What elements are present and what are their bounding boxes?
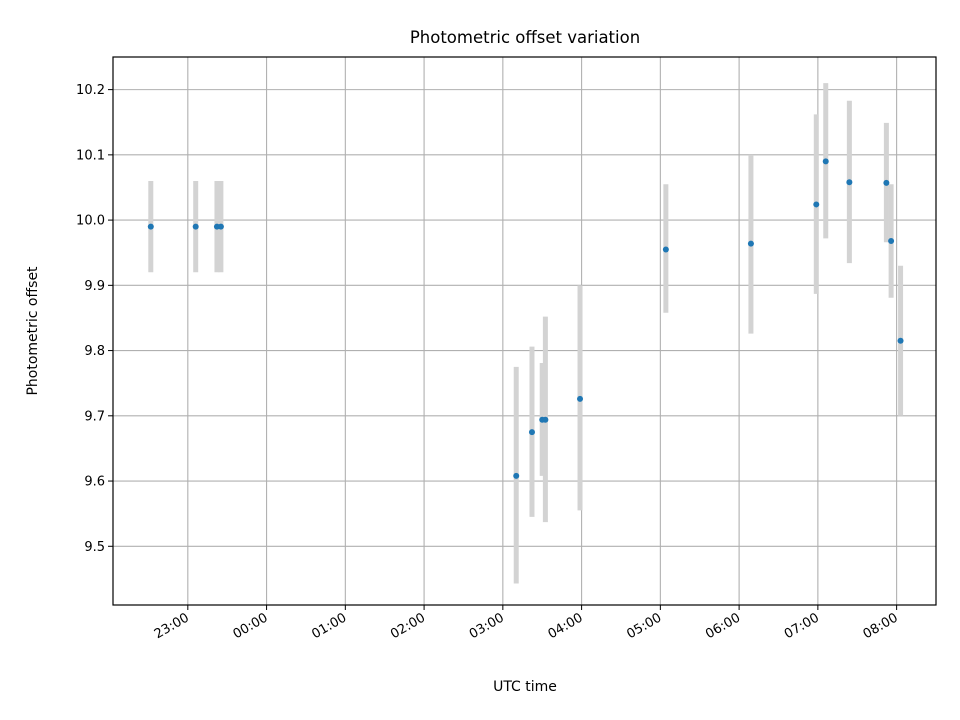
y-tick-label: 9.6	[84, 475, 105, 490]
data-point	[813, 201, 820, 208]
data-point	[747, 240, 754, 247]
y-tick-label: 9.8	[84, 344, 105, 359]
point-layer	[147, 158, 904, 479]
x-axis-label: UTC time	[493, 679, 557, 695]
data-point	[897, 337, 904, 344]
data-point	[147, 223, 154, 230]
chart-title: Photometric offset variation	[410, 28, 640, 47]
y-tick-label: 9.9	[84, 279, 105, 294]
y-axis-ticks: 9.5 9.6 9.7 9.8 9.9 10.0 10.1 10.2	[76, 83, 113, 555]
y-tick-label: 9.5	[84, 540, 105, 555]
y-tick-label: 10.2	[76, 83, 105, 98]
data-point	[883, 179, 890, 186]
data-point	[528, 429, 535, 436]
data-point	[888, 237, 895, 244]
data-point	[217, 223, 224, 230]
y-tick-label: 9.7	[84, 409, 105, 424]
data-point	[513, 472, 520, 479]
data-point	[192, 223, 199, 230]
y-axis-label: Photometric offset	[25, 266, 41, 396]
y-tick-label: 10.1	[76, 148, 105, 163]
data-point	[846, 179, 853, 186]
plot-frame	[112, 56, 937, 606]
y-tick-label: 10.0	[76, 214, 105, 229]
data-point	[542, 416, 549, 423]
data-point	[822, 158, 829, 165]
plot-area	[112, 56, 937, 606]
plot-background	[113, 57, 936, 605]
data-point	[662, 246, 669, 253]
data-point	[577, 395, 584, 402]
